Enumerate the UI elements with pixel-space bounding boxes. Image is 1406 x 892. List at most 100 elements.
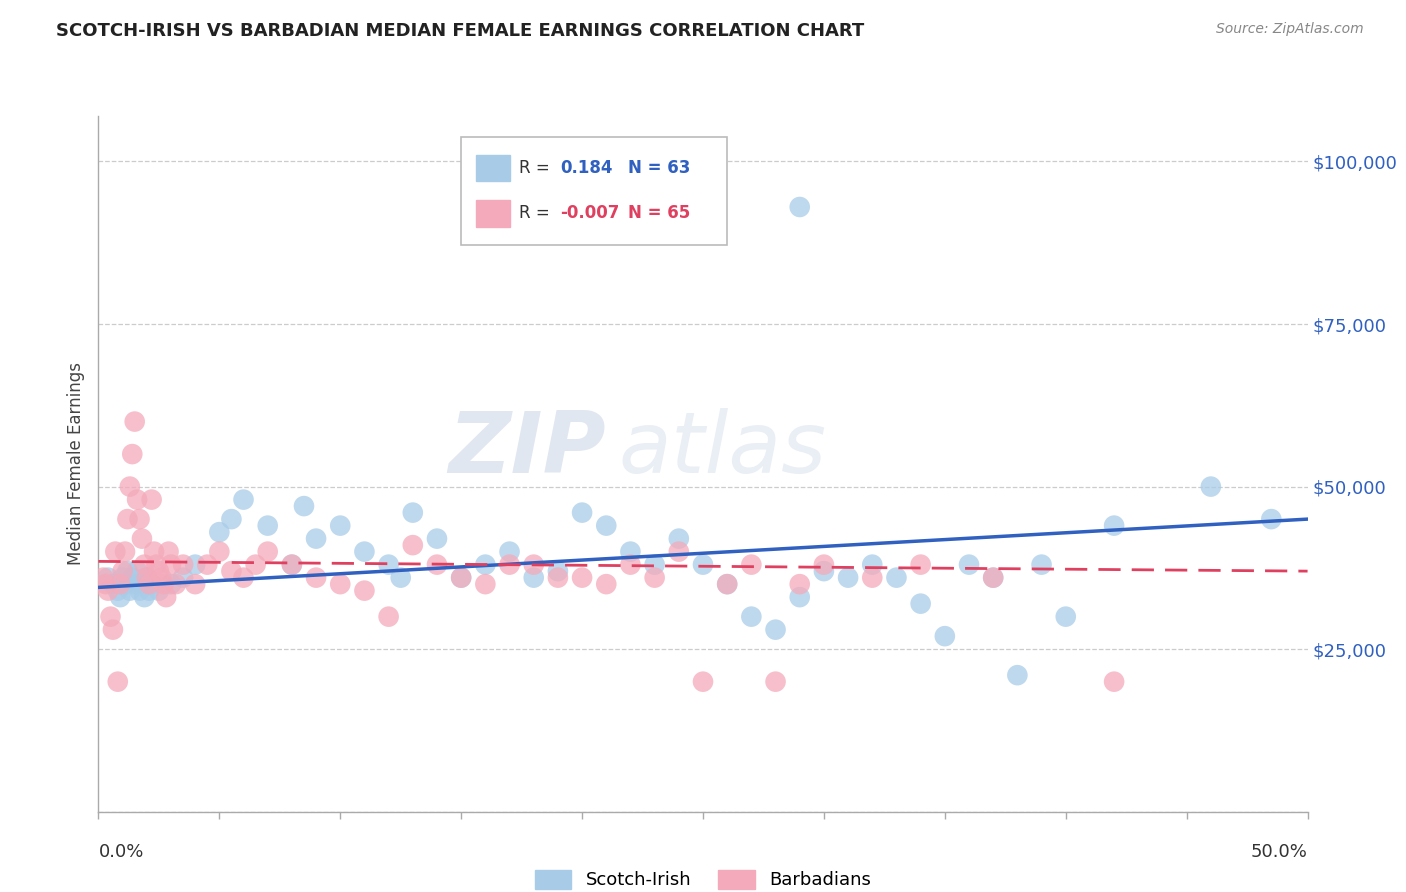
Point <box>329 577 352 591</box>
Point <box>114 544 136 558</box>
Point <box>208 544 231 558</box>
Point <box>789 200 811 214</box>
Point <box>523 571 546 585</box>
Point <box>426 532 449 546</box>
Point <box>155 590 177 604</box>
Point <box>910 558 932 572</box>
Point <box>1007 668 1029 682</box>
Point <box>91 571 114 585</box>
Point <box>305 571 328 585</box>
Point <box>789 577 811 591</box>
Point <box>860 558 883 572</box>
Point <box>644 571 666 585</box>
Text: ZIP: ZIP <box>449 409 606 491</box>
Point <box>256 518 278 533</box>
Point <box>716 577 738 591</box>
Point <box>111 564 134 578</box>
Point <box>100 609 122 624</box>
Text: Source: ZipAtlas.com: Source: ZipAtlas.com <box>1216 22 1364 37</box>
Point <box>256 544 278 558</box>
Point <box>97 571 120 585</box>
Point <box>377 609 399 624</box>
Point <box>450 571 472 585</box>
Point <box>148 583 170 598</box>
Point <box>104 544 127 558</box>
Point <box>172 558 194 572</box>
Point <box>141 492 163 507</box>
Point <box>402 506 425 520</box>
Point <box>221 512 243 526</box>
Point <box>145 558 167 572</box>
Point <box>329 518 352 533</box>
Point <box>117 512 139 526</box>
Point <box>281 558 304 572</box>
Point <box>111 571 134 585</box>
Point <box>97 583 120 598</box>
Point <box>117 564 139 578</box>
Text: 50.0%: 50.0% <box>1251 843 1308 861</box>
Point <box>150 571 173 585</box>
Point <box>837 571 859 585</box>
Point <box>981 571 1004 585</box>
Bar <box>475 155 509 181</box>
Point <box>101 623 124 637</box>
Point <box>138 577 160 591</box>
Point <box>148 564 170 578</box>
Point <box>619 558 641 572</box>
Point <box>547 571 569 585</box>
Point <box>765 674 787 689</box>
Point <box>813 564 835 578</box>
Point <box>121 571 143 585</box>
Point <box>547 564 569 578</box>
Point <box>474 558 496 572</box>
Text: SCOTCH-IRISH VS BARBADIAN MEDIAN FEMALE EARNINGS CORRELATION CHART: SCOTCH-IRISH VS BARBADIAN MEDIAN FEMALE … <box>56 22 865 40</box>
Point <box>94 577 117 591</box>
Point <box>134 590 156 604</box>
Point <box>127 564 149 578</box>
Text: atlas: atlas <box>619 409 827 491</box>
Point <box>124 577 146 591</box>
Point <box>157 544 180 558</box>
Point <box>160 577 183 591</box>
Point <box>108 590 131 604</box>
Point <box>668 532 690 546</box>
Point <box>498 558 520 572</box>
Point <box>377 558 399 572</box>
Point <box>135 571 157 585</box>
Text: 0.184: 0.184 <box>561 159 613 178</box>
Point <box>138 583 160 598</box>
Text: R =: R = <box>519 159 555 178</box>
Point <box>571 571 593 585</box>
Point <box>245 558 267 572</box>
Point <box>1102 674 1125 689</box>
Text: R =: R = <box>519 204 555 222</box>
Point <box>426 558 449 572</box>
Point <box>1031 558 1053 572</box>
Point <box>114 577 136 591</box>
Point <box>934 629 956 643</box>
Point <box>128 583 150 598</box>
Point <box>118 480 141 494</box>
Legend: Scotch-Irish, Barbadians: Scotch-Irish, Barbadians <box>527 863 879 892</box>
Point <box>107 674 129 689</box>
Point <box>644 558 666 572</box>
Point <box>981 571 1004 585</box>
Point <box>910 597 932 611</box>
Point <box>389 571 412 585</box>
Point <box>281 558 304 572</box>
Point <box>121 447 143 461</box>
Point <box>474 577 496 591</box>
Point <box>292 499 315 513</box>
Point <box>668 544 690 558</box>
Point <box>208 525 231 540</box>
FancyBboxPatch shape <box>461 136 727 244</box>
Point <box>131 532 153 546</box>
Point <box>716 577 738 591</box>
Point <box>134 558 156 572</box>
Text: N = 63: N = 63 <box>628 159 690 178</box>
Point <box>108 577 131 591</box>
Point <box>765 623 787 637</box>
Y-axis label: Median Female Earnings: Median Female Earnings <box>66 362 84 566</box>
Point <box>595 518 617 533</box>
Point <box>184 577 207 591</box>
